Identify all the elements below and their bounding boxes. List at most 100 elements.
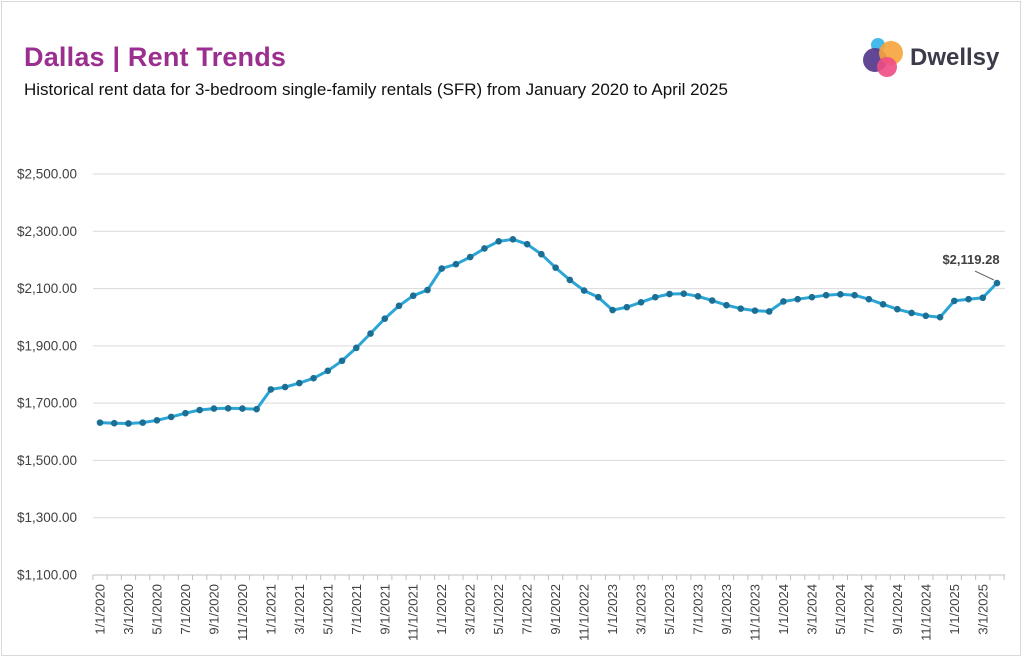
data-point [424, 286, 431, 294]
data-point [623, 303, 631, 311]
x-tick-label: 1/1/2020 [93, 584, 108, 635]
brand-logo: Dwellsy [860, 36, 1010, 80]
data-point [993, 279, 1001, 287]
data-point [708, 297, 716, 304]
x-tick-label: 3/1/2023 [634, 584, 649, 635]
data-point [765, 308, 773, 315]
x-tick-label: 11/1/2022 [577, 584, 592, 641]
grid-lines [93, 173, 1005, 576]
data-point [367, 330, 374, 337]
data-point [538, 250, 545, 258]
annotation-layer: $2,119.28 [942, 252, 1000, 281]
data-point [409, 292, 417, 300]
x-tick-label: 7/1/2024 [861, 584, 876, 635]
y-tick-label: $2,300.00 [17, 224, 77, 239]
data-point [751, 307, 759, 314]
x-tick-label: 9/1/2024 [890, 584, 905, 635]
x-tick-label: 5/1/2021 [320, 584, 335, 635]
y-tick-label: $2,500.00 [17, 167, 77, 182]
data-point [837, 291, 844, 298]
data-point [908, 309, 915, 317]
data-point [466, 253, 474, 261]
data-point [324, 367, 332, 375]
data-point [167, 413, 175, 421]
data-point [438, 265, 446, 272]
data-point [965, 295, 972, 303]
data-point [637, 299, 645, 306]
data-point [182, 409, 189, 417]
data-point [110, 419, 118, 427]
data-point [153, 417, 161, 424]
x-tick-label: 1/1/2021 [263, 584, 278, 635]
data-point [936, 313, 944, 321]
x-tick-label: 5/1/2020 [149, 584, 164, 635]
brand-name: Dwellsy [910, 44, 1000, 71]
x-tick-label: 11/1/2023 [747, 584, 762, 641]
data-point [509, 236, 517, 243]
x-tick-label: 9/1/2023 [719, 584, 734, 635]
data-point [694, 293, 702, 300]
data-point [651, 293, 659, 301]
data-point [680, 290, 688, 298]
data-point [552, 264, 559, 271]
y-tick-label: $1,300.00 [17, 510, 77, 525]
data-point [595, 293, 602, 301]
x-tick-label: 1/1/2022 [434, 584, 449, 635]
data-point [879, 301, 887, 308]
x-tick-label: 5/1/2022 [491, 584, 506, 635]
data-point [666, 290, 673, 298]
data-point [253, 405, 260, 413]
x-tick-label: 9/1/2020 [206, 584, 221, 635]
data-point [296, 379, 303, 387]
series-layer [96, 236, 1001, 427]
x-tick-label: 5/1/2023 [662, 584, 677, 635]
data-point [96, 419, 104, 426]
data-point [338, 357, 346, 365]
x-tick-label: 7/1/2023 [691, 584, 706, 635]
annotation-leader [974, 270, 995, 281]
data-point [794, 295, 801, 303]
data-point [723, 301, 730, 309]
logo-circle-pink [877, 57, 897, 77]
y-tick-label: $1,700.00 [17, 396, 77, 411]
data-point [125, 420, 132, 427]
x-tick-label: 11/1/2021 [406, 584, 421, 641]
x-tick-label: 3/1/2021 [292, 584, 307, 635]
data-point [808, 293, 816, 301]
x-tick-label: 1/1/2024 [776, 584, 791, 635]
data-point [281, 383, 289, 391]
x-tick-label: 7/1/2020 [178, 584, 193, 635]
data-label: $2,119.28 [942, 252, 999, 267]
data-point [523, 240, 531, 248]
data-point [580, 287, 588, 294]
data-point [950, 297, 958, 305]
data-point [894, 305, 901, 313]
data-point [822, 291, 830, 299]
x-tick-label: 1/1/2023 [605, 584, 620, 635]
data-point [395, 302, 403, 310]
data-point [210, 405, 218, 412]
x-tick-label: 3/1/2020 [121, 584, 136, 635]
data-point [609, 306, 616, 314]
data-point [780, 298, 787, 305]
series-line [98, 237, 999, 425]
x-tick-label: 7/1/2021 [349, 584, 364, 635]
x-tick-label: 9/1/2021 [377, 584, 392, 635]
data-point [481, 245, 488, 252]
data-point [922, 312, 930, 320]
y-axis-tick-labels: $1,100.00 $1,300.00 $1,500.00 $1,700.00 $1,9… [17, 167, 77, 583]
data-point [737, 305, 745, 312]
x-tick-label: 9/1/2022 [548, 584, 563, 635]
data-point [239, 405, 246, 412]
x-tick-label: 11/1/2024 [918, 584, 933, 641]
y-tick-label: $1,500.00 [17, 453, 77, 468]
data-point [851, 291, 858, 299]
y-tick-label: $1,100.00 [17, 568, 77, 583]
x-tick-label: 11/1/2020 [235, 584, 250, 641]
data-point [352, 344, 360, 352]
data-point [310, 374, 317, 382]
data-point [495, 238, 502, 245]
data-point [267, 386, 275, 393]
data-point [196, 406, 203, 414]
